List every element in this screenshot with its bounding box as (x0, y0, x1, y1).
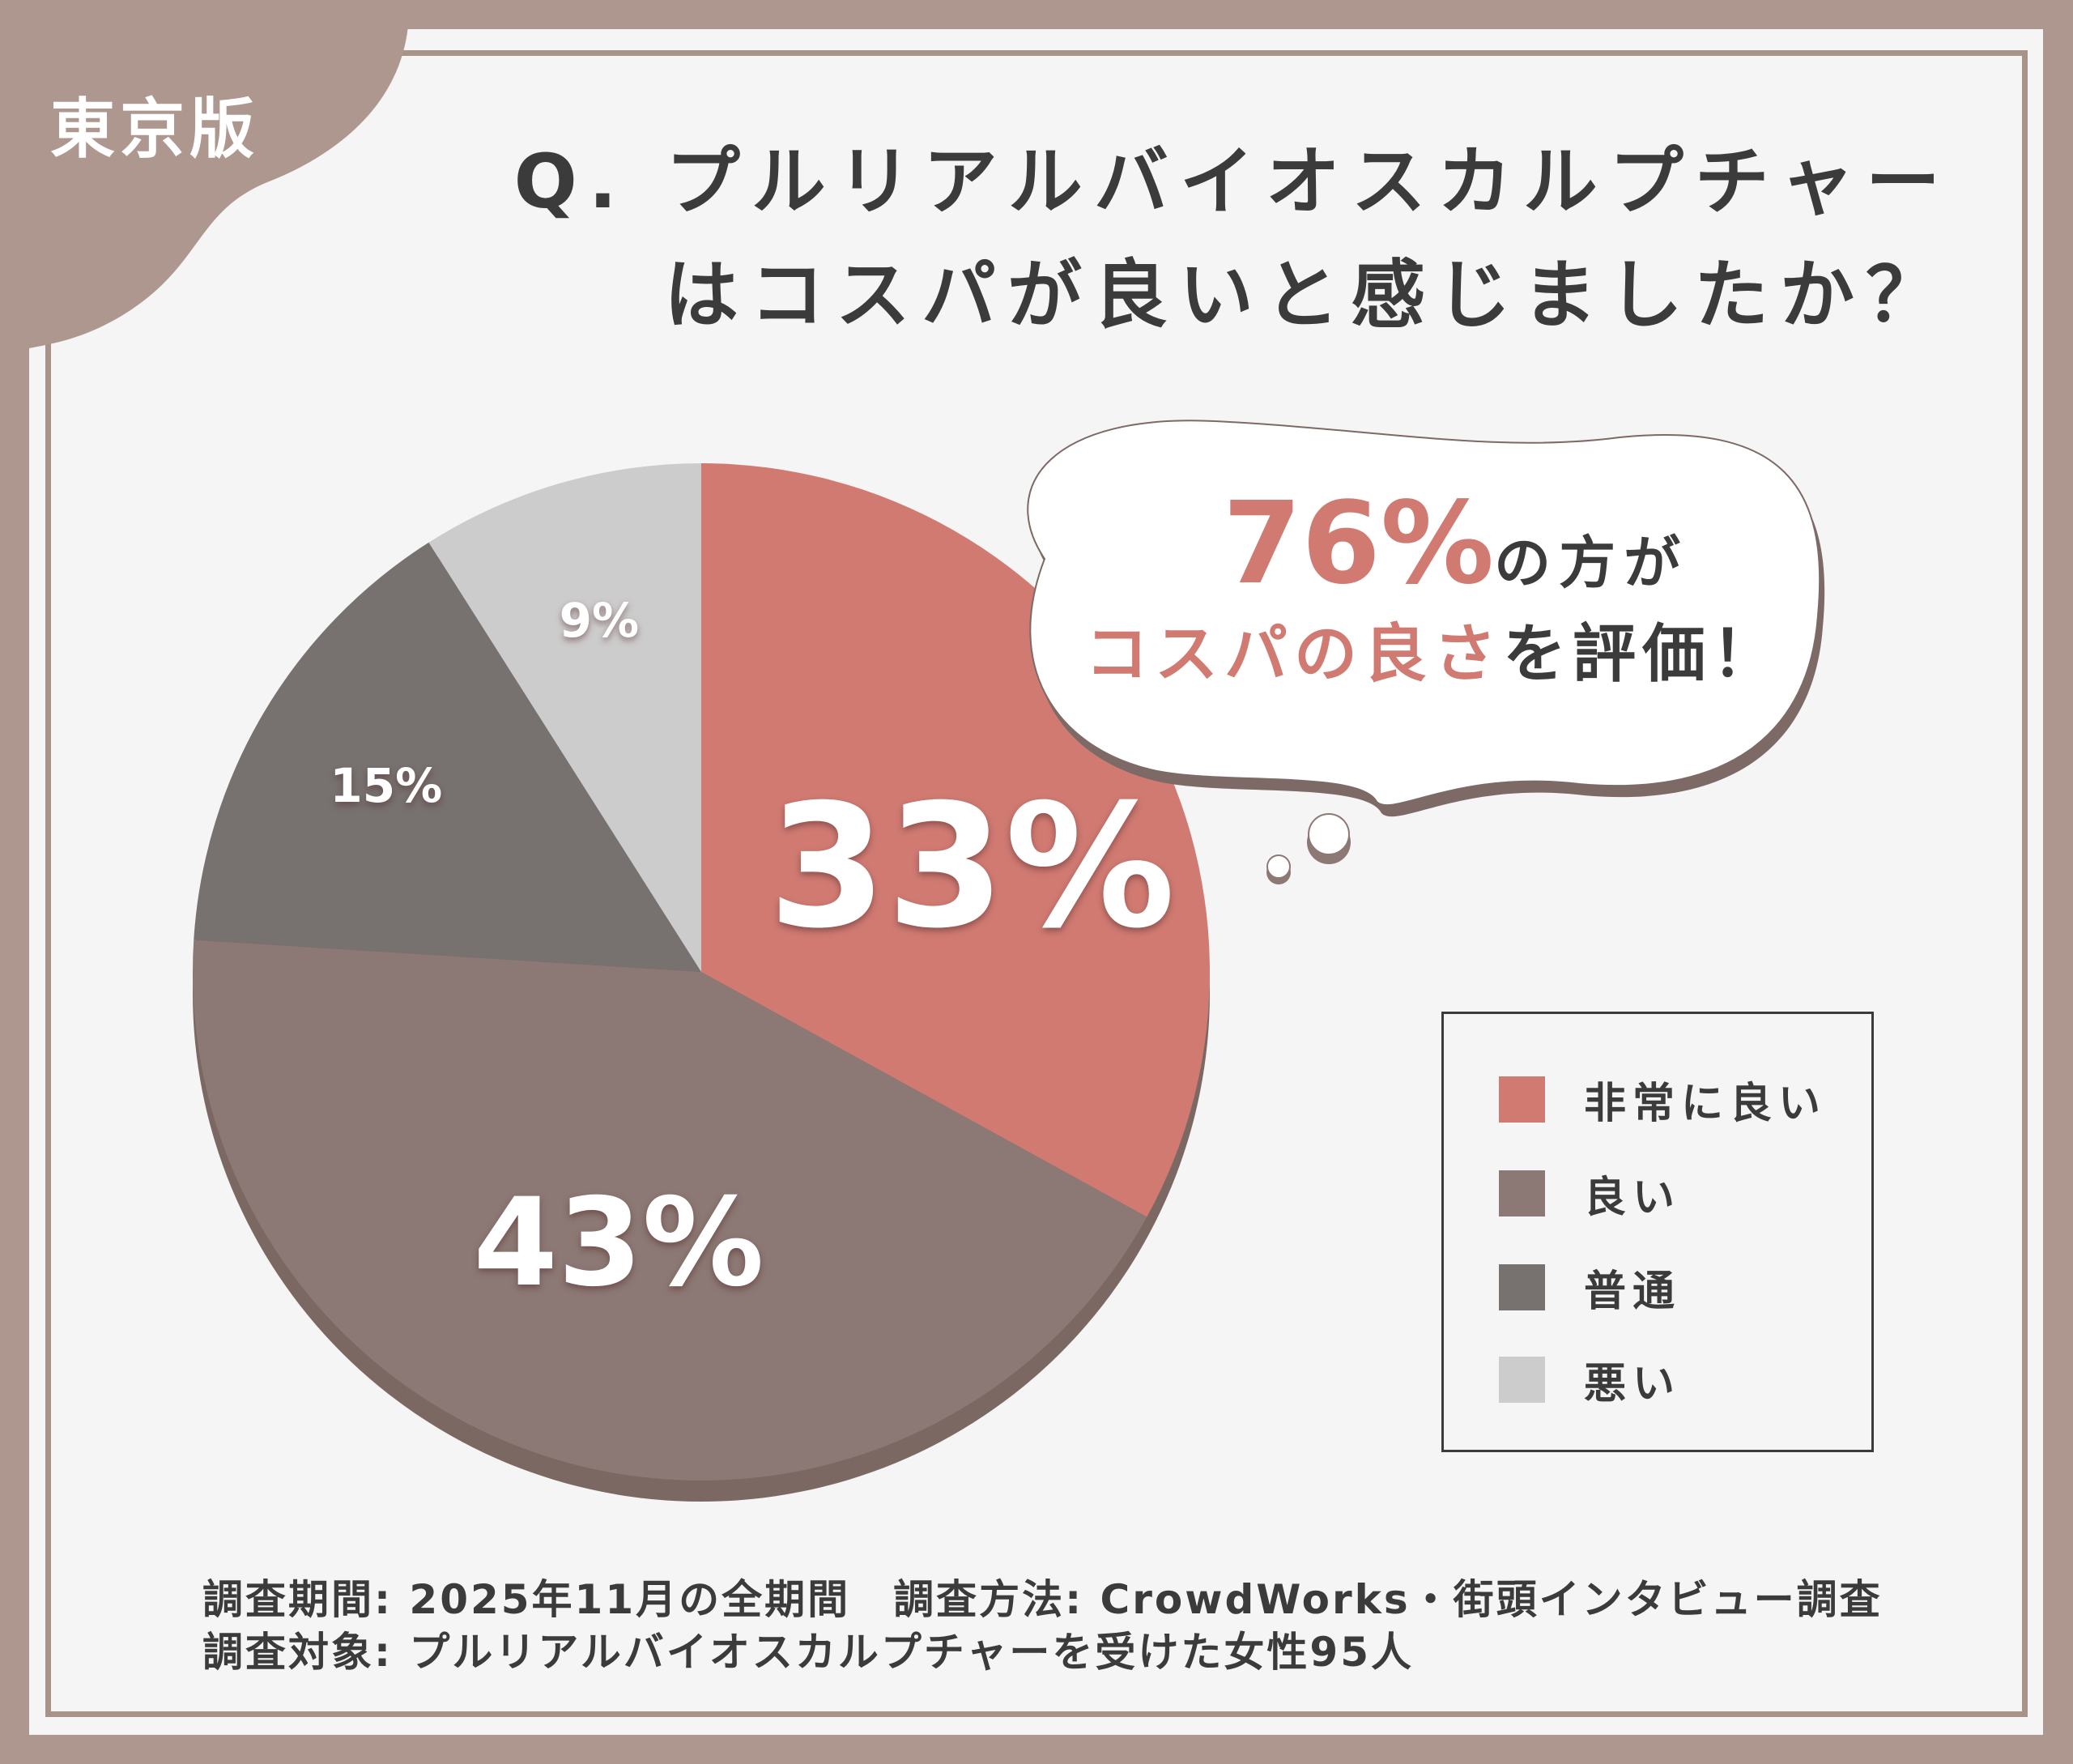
pie-label-4: 9% (559, 592, 640, 648)
callout-text: の方が (1494, 530, 1689, 596)
pie-slice-3 (194, 542, 702, 972)
legend-item: 悪い (1499, 1349, 1681, 1410)
pie-label-3: 15% (330, 757, 443, 813)
pie-label-1: 33% (768, 767, 1176, 966)
legend-label: 普通 (1584, 1268, 1682, 1316)
legend-label: 良い (1584, 1174, 1682, 1222)
region-badge: 東京版 (50, 92, 259, 167)
legend-swatch (1499, 1264, 1545, 1310)
callout-percent: 76% (1223, 478, 1495, 610)
callout-line2: コスパの良さを評価！ (1085, 603, 1781, 694)
legend-item: 普通 (1499, 1257, 1681, 1318)
pie-slice-2 (193, 940, 1147, 1481)
survey-info-line2: 調査対象: プルリアルバイオスカルプチャーを受けた女性95人 (202, 1629, 1414, 1676)
callout-line1: 76%の方が (1223, 478, 1688, 610)
survey-info-line1: 調査期間: 2025年11月の全期間 調査方法: CrowdWorks・街頭イン… (202, 1576, 1883, 1623)
legend-item: 良い (1499, 1163, 1681, 1224)
pie-slice-4 (428, 463, 701, 972)
legend-swatch (1499, 1076, 1545, 1123)
pie-label-2: 43% (473, 1173, 764, 1314)
legend-label: 非常に良い (1584, 1080, 1828, 1128)
callout-text2: を評価！ (1503, 618, 1782, 691)
legend-item: 非常に良い (1499, 1069, 1827, 1130)
legend-swatch (1499, 1170, 1545, 1216)
question-title-line2: はコスパが良いと感じましたか？ (663, 252, 1952, 339)
region-tab (0, 0, 410, 348)
legend-swatch (1499, 1357, 1545, 1403)
callout-accent: コスパの良さ (1085, 618, 1504, 691)
legend: 非常に良い 良い 普通 悪い (1441, 1012, 1874, 1452)
question-title-line1: Q. プルリアルバイオスカルプチャー (513, 138, 1952, 225)
frame-border (45, 50, 2028, 1717)
legend-label: 悪い (1584, 1360, 1682, 1408)
